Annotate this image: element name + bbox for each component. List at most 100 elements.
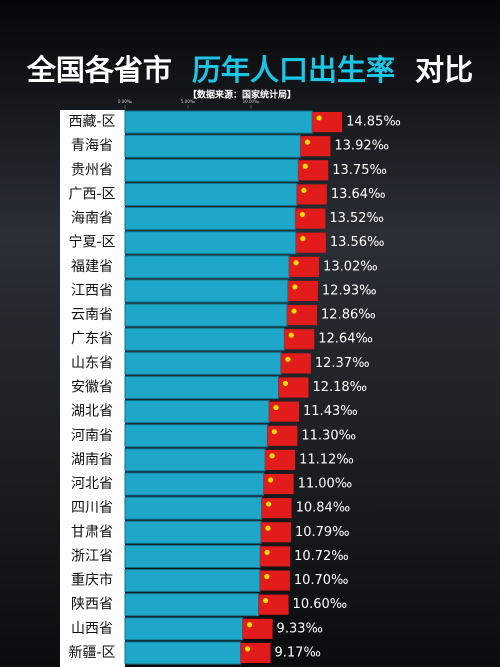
flag xyxy=(259,570,290,591)
flag xyxy=(284,329,315,350)
value-label: 10.60‰ xyxy=(293,597,348,612)
flag-star xyxy=(302,163,308,169)
bar xyxy=(124,303,288,327)
y-tick-label: 甘肃省 xyxy=(71,524,113,540)
bar xyxy=(124,182,298,207)
bar xyxy=(124,568,261,593)
value-label: 10.84‰ xyxy=(296,501,351,516)
bar xyxy=(124,158,299,182)
bar xyxy=(124,400,270,424)
bar xyxy=(124,472,265,496)
bar xyxy=(124,424,268,448)
y-tick-label: 福建省 xyxy=(71,259,113,275)
value-label: 9.17‰ xyxy=(275,645,321,660)
bar xyxy=(124,255,290,279)
value-label: 12.86‰ xyxy=(321,308,376,323)
flag xyxy=(258,594,289,615)
flag xyxy=(263,473,294,495)
y-tick-label: 云南省 xyxy=(71,307,113,323)
y-tick-label: 山东省 xyxy=(71,355,113,371)
bar xyxy=(124,351,282,375)
y-tick-label: 河南省 xyxy=(71,428,113,444)
value-label: 13.02‰ xyxy=(323,259,378,274)
y-tick-label: 贵州省 xyxy=(71,162,113,178)
flag xyxy=(240,642,271,663)
title-highlight: 历年人口出生率 xyxy=(192,53,395,87)
flag xyxy=(298,160,329,181)
value-label: 11.12‰ xyxy=(299,452,354,467)
y-tick-label: 陕西省 xyxy=(71,597,113,613)
bar xyxy=(124,110,313,134)
flag xyxy=(269,401,300,422)
flag-star xyxy=(288,332,294,338)
bar xyxy=(124,207,296,231)
y-tick-label: 湖北省 xyxy=(71,404,113,420)
flag-star xyxy=(299,211,305,218)
value-label: 13.56‰ xyxy=(330,235,385,250)
flag-star xyxy=(262,598,269,604)
value-label: 13.64‰ xyxy=(331,187,386,202)
flag xyxy=(295,232,326,253)
value-label: 13.75‰ xyxy=(332,163,387,178)
flag-star xyxy=(316,115,322,121)
flag-star xyxy=(244,646,251,652)
x-tick-label: 0.00‰ xyxy=(118,99,133,104)
y-tick-label: 宁夏-区 xyxy=(68,234,115,251)
flag xyxy=(260,522,291,543)
value-label: 10.70‰ xyxy=(294,573,349,588)
flag-star xyxy=(291,308,297,314)
y-tick-label: 山西省 xyxy=(71,621,113,637)
y-tick-label: 江西省 xyxy=(71,283,113,299)
bar xyxy=(124,617,244,641)
flag-star xyxy=(269,453,275,459)
bar xyxy=(124,327,285,351)
value-label: 14.85‰ xyxy=(346,115,401,130)
flag-star xyxy=(264,549,270,555)
y-tick-label: 重庆市 xyxy=(71,572,113,589)
flag-star xyxy=(264,573,270,580)
bar xyxy=(124,520,262,544)
y-tick-label: 海南省 xyxy=(71,211,113,227)
value-label: 11.00‰ xyxy=(298,477,353,492)
flag-star xyxy=(265,501,272,507)
value-label: 9.33‰ xyxy=(277,621,323,636)
flag-star xyxy=(271,429,277,435)
bar xyxy=(124,448,266,472)
value-label: 11.43‰ xyxy=(303,404,358,419)
value-label: 13.52‰ xyxy=(329,211,384,226)
flag xyxy=(287,280,318,302)
flag xyxy=(312,112,343,133)
flag xyxy=(287,305,318,326)
flag-star xyxy=(268,477,274,483)
chart-title: 全国各省市 历年人口出生率 对比 xyxy=(26,53,473,87)
flag xyxy=(242,618,273,639)
value-label: 11.30‰ xyxy=(301,428,356,443)
bar xyxy=(124,496,263,520)
flag-star xyxy=(285,356,291,362)
flag xyxy=(300,136,331,157)
value-label: 10.79‰ xyxy=(295,525,350,540)
flag-star xyxy=(246,622,253,628)
value-label: 12.18‰ xyxy=(312,380,367,395)
flag xyxy=(296,184,327,205)
flag-star xyxy=(273,404,279,411)
x-tick-label: 5.00‰ xyxy=(181,99,196,104)
flag-star xyxy=(282,380,289,387)
title-suffix: 对比 xyxy=(415,53,473,87)
flag-star xyxy=(293,260,299,266)
y-tick-label: 浙江省 xyxy=(71,548,113,564)
flag xyxy=(260,546,291,567)
bar xyxy=(124,231,297,255)
y-tick-label: 广东省 xyxy=(71,331,113,347)
bar xyxy=(124,134,301,158)
y-tick-label: 安徽省 xyxy=(71,380,113,396)
y-tick-label: 西藏-区 xyxy=(68,114,115,130)
bar xyxy=(124,641,242,665)
flag-star xyxy=(301,187,307,193)
flag xyxy=(267,425,298,446)
x-tick-label: 10.00‰ xyxy=(243,99,260,104)
flag xyxy=(261,498,292,519)
value-label: 12.37‰ xyxy=(315,356,370,371)
value-label: 12.93‰ xyxy=(322,283,377,298)
